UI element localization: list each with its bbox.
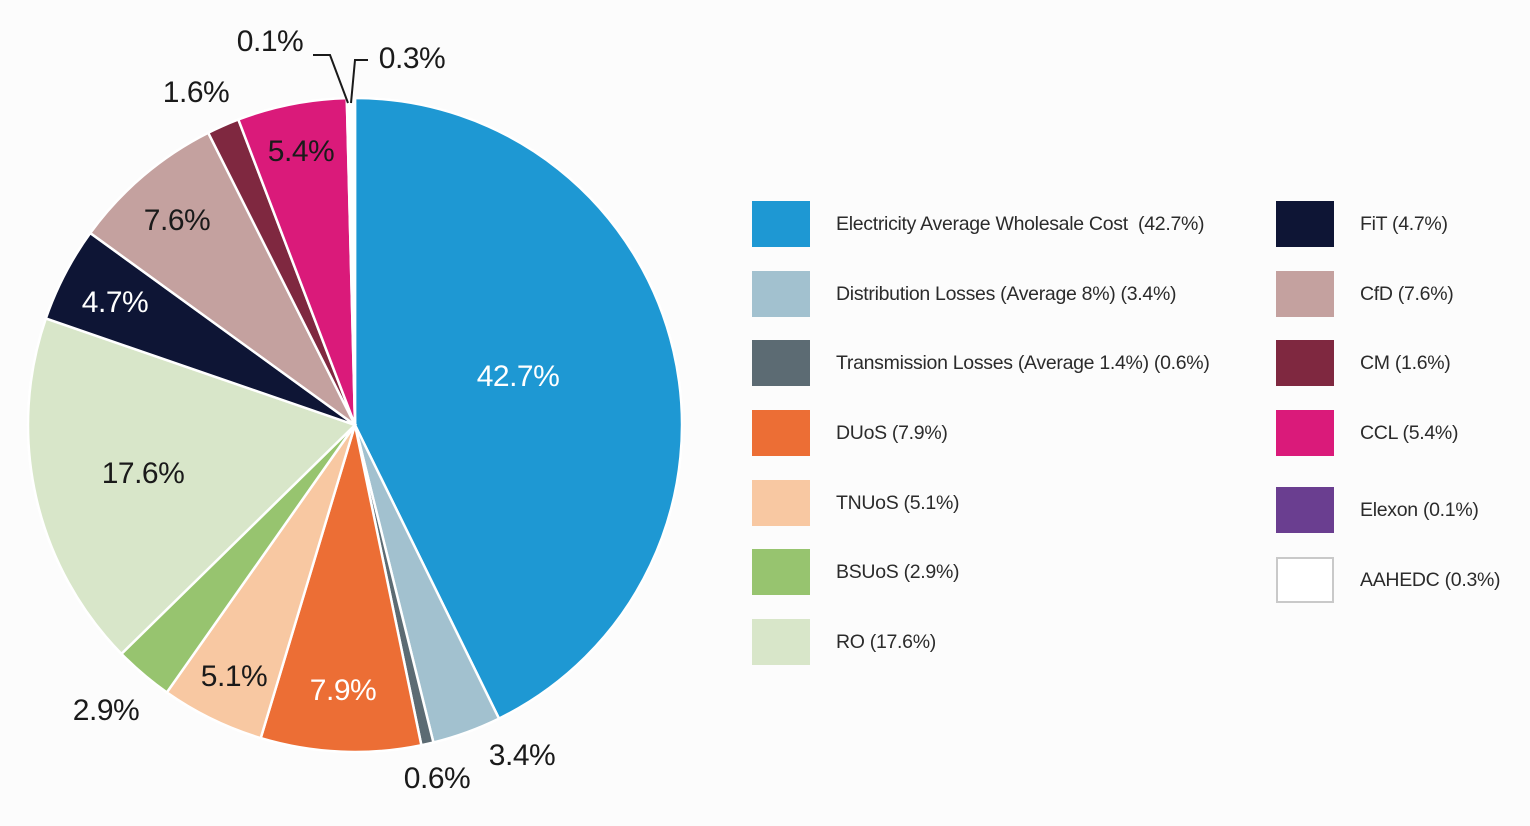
legend-swatch <box>1276 487 1334 533</box>
data-label-ccl: 5.4% <box>268 135 334 168</box>
legend-swatch <box>752 480 810 526</box>
legend-swatch <box>1276 410 1334 456</box>
data-label-elexon: 0.1% <box>237 25 303 58</box>
legend-label: CM (1.6%) <box>1360 351 1451 374</box>
legend-item-bsuos: BSUoS (2.9%) <box>752 549 960 595</box>
legend-label: Transmission Losses (Average 1.4%) (0.6%… <box>836 351 1210 374</box>
leader-line-elexon <box>313 54 349 104</box>
data-label-cm: 1.6% <box>163 76 229 109</box>
slice-duos <box>259 424 423 754</box>
legend-swatch <box>1276 271 1334 317</box>
legend-item-elexon: Elexon (0.1%) <box>1276 487 1479 533</box>
legend-item-transmission-losses-average-1-4: Transmission Losses (Average 1.4%) (0.6%… <box>752 340 1210 386</box>
data-label-duos: 7.9% <box>310 674 376 707</box>
legend-item-ro: RO (17.6%) <box>752 619 936 665</box>
legend-label: CfD (7.6%) <box>1360 282 1454 305</box>
legend-item-distribution-losses-average-8: Distribution Losses (Average 8%) (3.4%) <box>752 271 1176 317</box>
legend-label: TNUoS (5.1%) <box>836 491 960 514</box>
slice-cfd <box>88 131 357 427</box>
data-label-distribution-losses-average-8: 3.4% <box>489 739 555 772</box>
legend-swatch <box>752 340 810 386</box>
legend-swatch <box>752 410 810 456</box>
legend-label: BSUoS (2.9%) <box>836 560 960 583</box>
legend-swatch <box>752 619 810 665</box>
legend-item-aahedc: AAHEDC (0.3%) <box>1276 557 1501 603</box>
data-label-ro: 17.6% <box>102 457 185 490</box>
legend-item-cfd: CfD (7.6%) <box>1276 271 1454 317</box>
legend-item-electricity-average-wholesale-cost: Electricity Average Wholesale Cost (42.7… <box>752 201 1205 247</box>
legend-label: FiT (4.7%) <box>1360 212 1448 235</box>
legend-item-fit: FiT (4.7%) <box>1276 201 1448 247</box>
legend-label: DUoS (7.9%) <box>836 421 948 444</box>
data-label-electricity-average-wholesale-cost: 42.7% <box>477 360 560 393</box>
data-label-bsuos: 2.9% <box>73 694 139 727</box>
slice-electricity-average-wholesale-cost <box>353 96 684 721</box>
data-label-tnuos: 5.1% <box>201 660 267 693</box>
legend-swatch <box>752 201 810 247</box>
legend-label: Distribution Losses (Average 8%) (3.4%) <box>836 282 1177 305</box>
legend-label: Electricity Average Wholesale Cost (42.7… <box>836 212 1205 235</box>
legend-label: Elexon (0.1%) <box>1360 498 1479 521</box>
data-label-fit: 4.7% <box>82 286 148 319</box>
legend-item-ccl: CCL (5.4%) <box>1276 410 1458 456</box>
legend-label: CCL (5.4%) <box>1360 421 1459 444</box>
legend-label: RO (17.6%) <box>836 630 936 653</box>
legend-swatch <box>752 271 810 317</box>
leader-line-aahedc <box>350 59 368 104</box>
slice-ro <box>26 316 358 656</box>
legend-swatch <box>1276 557 1334 603</box>
legend-item-duos: DUoS (7.9%) <box>752 410 948 456</box>
legend-item-cm: CM (1.6%) <box>1276 340 1451 386</box>
legend-item-tnuos: TNUoS (5.1%) <box>752 480 959 526</box>
data-label-aahedc: 0.3% <box>379 42 445 75</box>
legend-swatch <box>1276 340 1334 386</box>
data-label-transmission-losses-average-1-4: 0.6% <box>404 762 470 795</box>
legend-swatch <box>1276 201 1334 247</box>
legend-label: AAHEDC (0.3%) <box>1360 568 1501 591</box>
data-label-cfd: 7.6% <box>144 204 210 237</box>
legend-swatch <box>752 549 810 595</box>
